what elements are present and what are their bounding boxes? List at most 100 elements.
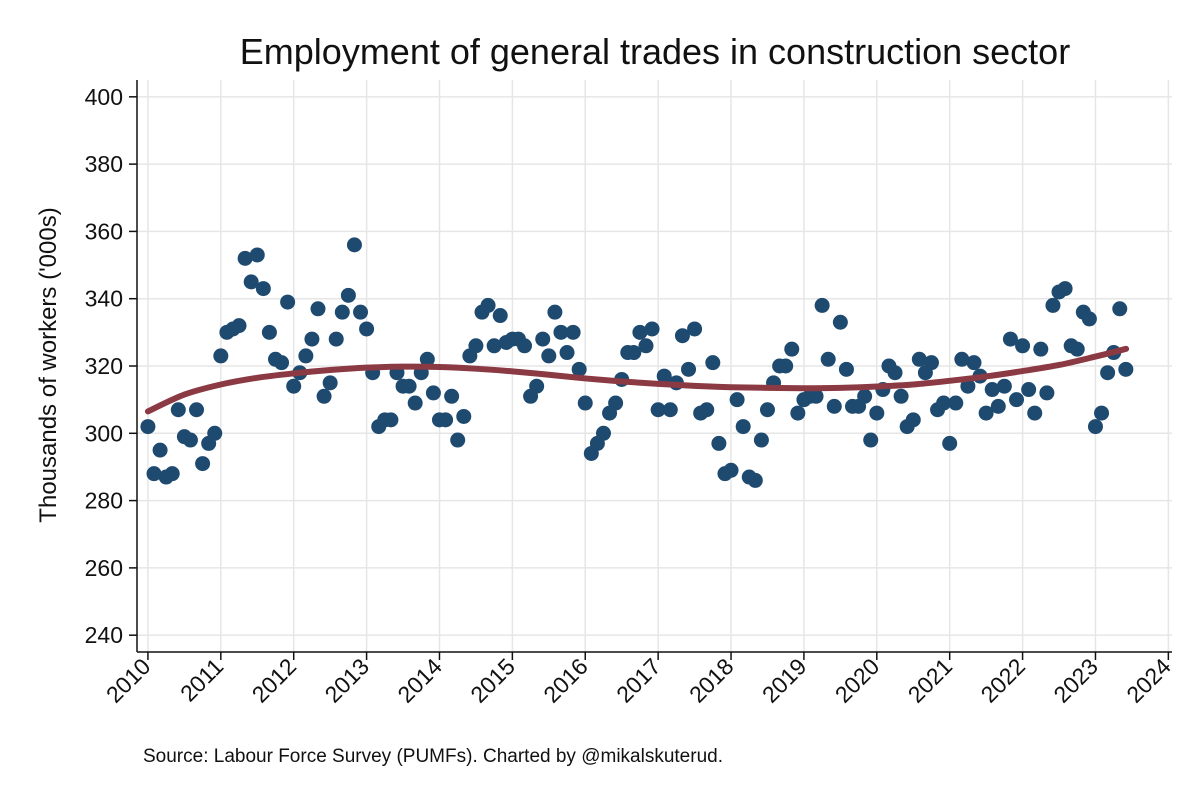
data-point <box>383 412 399 428</box>
chart-title: Employment of general trades in construc… <box>240 31 1070 72</box>
data-point <box>359 321 375 337</box>
trend-line-group <box>144 345 1130 415</box>
data-point <box>857 388 873 404</box>
data-point <box>541 348 557 364</box>
data-point <box>638 338 654 354</box>
data-point <box>681 361 697 377</box>
data-point <box>662 402 678 418</box>
data-point <box>990 398 1006 414</box>
data-point <box>1100 365 1116 381</box>
data-point <box>322 375 338 391</box>
x-tick-label: 2023 <box>1048 653 1103 708</box>
data-point <box>328 331 344 347</box>
data-point <box>298 348 314 364</box>
data-point <box>195 456 211 472</box>
x-tick-label: 2012 <box>247 653 302 708</box>
y-tick-label: 240 <box>85 622 123 648</box>
data-point <box>814 297 830 313</box>
data-point <box>595 425 611 441</box>
data-point <box>286 378 302 394</box>
data-point <box>353 304 369 320</box>
data-point <box>790 405 806 421</box>
y-tick-label: 280 <box>85 488 123 514</box>
data-point <box>553 324 569 340</box>
data-point <box>274 355 290 371</box>
data-point <box>444 388 460 404</box>
data-point <box>832 314 848 330</box>
data-point <box>778 358 794 374</box>
data-point <box>170 402 186 418</box>
data-point <box>340 287 356 303</box>
x-tick-label: 2020 <box>830 653 885 708</box>
trend-line <box>144 345 1130 415</box>
data-point <box>425 385 441 401</box>
data-point <box>893 388 909 404</box>
data-point <box>164 466 180 482</box>
x-tick-label: 2019 <box>757 653 812 708</box>
data-point <box>705 355 721 371</box>
x-tick-label: 2024 <box>1121 653 1176 708</box>
y-tick-label: 400 <box>85 84 123 110</box>
data-point <box>996 378 1012 394</box>
data-point <box>419 351 435 367</box>
data-point <box>723 462 739 478</box>
data-point <box>936 395 952 411</box>
data-point <box>808 388 824 404</box>
data-point <box>1039 385 1055 401</box>
data-point <box>231 318 247 334</box>
data-point <box>699 402 715 418</box>
data-point <box>280 294 296 310</box>
x-tick-label: 2011 <box>175 653 228 706</box>
data-point <box>255 281 271 297</box>
data-point <box>1045 297 1061 313</box>
data-point <box>948 395 964 411</box>
data-point <box>401 378 417 394</box>
data-point <box>687 321 703 337</box>
data-point <box>1087 419 1103 435</box>
data-point <box>820 351 836 367</box>
y-tick-label: 320 <box>85 353 123 379</box>
data-point <box>182 432 198 448</box>
data-point <box>905 412 921 428</box>
data-points <box>140 237 1134 488</box>
data-point <box>189 402 205 418</box>
data-point <box>911 351 927 367</box>
data-point <box>213 348 229 364</box>
data-point <box>577 395 593 411</box>
y-tick-label: 300 <box>85 420 123 446</box>
grid-lines <box>137 80 1172 652</box>
data-point <box>316 388 332 404</box>
data-point <box>1118 361 1134 377</box>
data-point <box>249 247 265 263</box>
data-point <box>565 324 581 340</box>
data-point <box>486 338 502 354</box>
data-point <box>468 338 484 354</box>
y-tick-label: 340 <box>85 286 123 312</box>
y-tick-label: 380 <box>85 151 123 177</box>
data-point <box>517 338 533 354</box>
data-point <box>492 308 508 324</box>
data-point <box>1069 341 1085 357</box>
data-point <box>826 398 842 414</box>
y-tick-label: 360 <box>85 218 123 244</box>
data-point <box>547 304 563 320</box>
data-point <box>261 324 277 340</box>
data-point <box>753 432 769 448</box>
data-point <box>954 351 970 367</box>
data-point <box>942 435 958 451</box>
data-point <box>1015 338 1031 354</box>
x-tick-label: 2017 <box>611 653 666 708</box>
data-point <box>759 402 775 418</box>
data-point <box>1094 405 1110 421</box>
data-point <box>304 331 320 347</box>
x-tick-label: 2014 <box>392 653 447 708</box>
data-point <box>152 442 168 458</box>
data-point <box>529 378 545 394</box>
data-point <box>334 304 350 320</box>
source-note: Source: Labour Force Survey (PUMFs). Cha… <box>143 746 723 767</box>
data-point <box>838 361 854 377</box>
data-point <box>535 331 551 347</box>
data-point <box>1027 405 1043 421</box>
data-point <box>729 392 745 408</box>
